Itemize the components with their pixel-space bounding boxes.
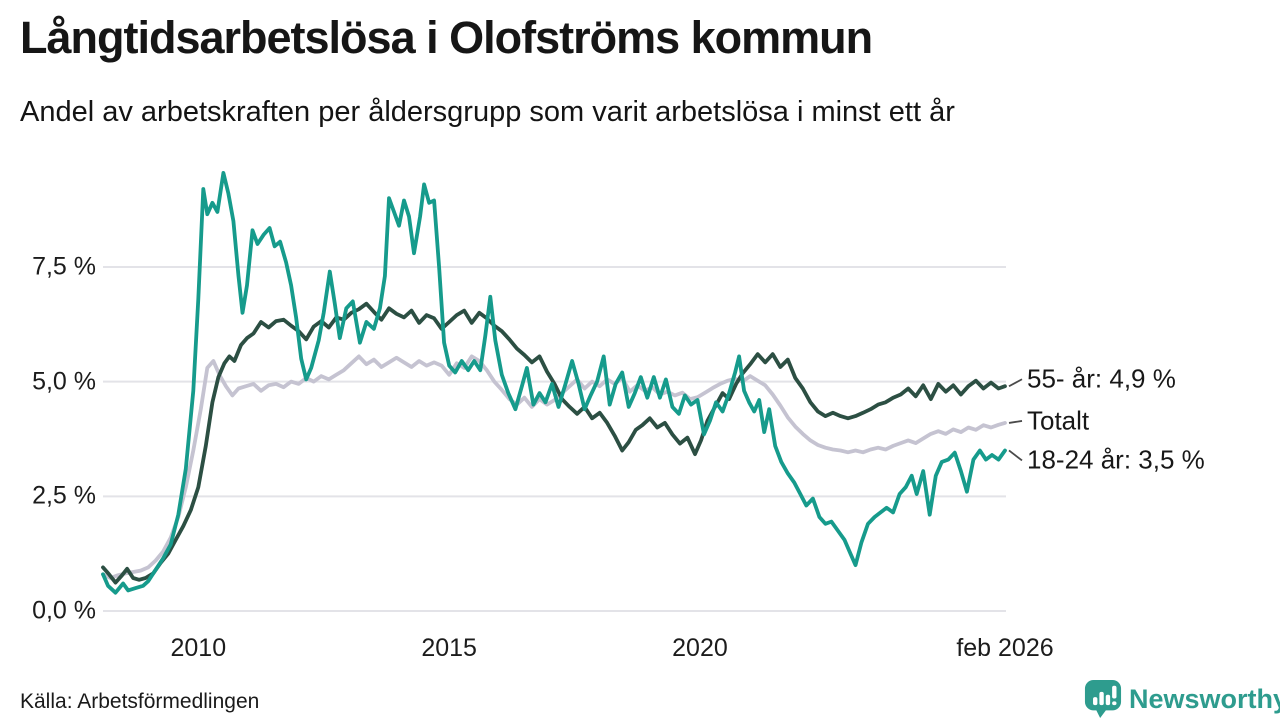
x-axis-tick-label: 2020: [672, 634, 728, 662]
y-axis-tick-label: 2,5 %: [32, 481, 96, 510]
source-caption: Källa: Arbetsförmedlingen: [20, 690, 260, 713]
series-line-55--år: [101, 301, 1007, 585]
logo-bar-1: [1093, 697, 1098, 706]
newsworthy-wordmark: Newsworthy: [1129, 683, 1280, 714]
newsworthy-logo: Newsworthy: [1084, 679, 1280, 719]
x-axis-tick-label: feb 2026: [956, 634, 1054, 662]
series-end-label: Totalt: [1027, 405, 1090, 436]
logo-exclamation-dot: [1112, 701, 1117, 706]
logo-bar-3: [1105, 694, 1111, 706]
series-line-18-24-år: [101, 170, 1007, 595]
y-axis-tick-label: 7,5 %: [32, 252, 96, 281]
x-axis-tick-label: 2010: [170, 634, 227, 662]
y-axis-tick-label: 5,0 %: [32, 367, 96, 396]
y-axis-tick-label: 0,0 %: [32, 596, 96, 625]
annotation-connector: [1008, 378, 1023, 388]
series-end-label: 55- år: 4,9 %: [1027, 363, 1176, 394]
x-axis-tick-label: 2015: [421, 634, 477, 662]
series-line-totalt: [101, 354, 1007, 580]
newsworthy-logo-icon: [1084, 679, 1122, 719]
logo-exclamation-bar: [1112, 685, 1117, 699]
annotation-connector: [1008, 420, 1023, 424]
chart-title: Långtidsarbetslösa i Olofströms kommun: [20, 12, 873, 63]
annotation-connector: [1008, 449, 1023, 462]
chart-subtitle: Andel av arbetskraften per åldersgrupp s…: [20, 96, 955, 128]
logo-bar-2: [1099, 691, 1104, 706]
series-end-label: 18-24 år: 3,5 %: [1027, 444, 1205, 475]
